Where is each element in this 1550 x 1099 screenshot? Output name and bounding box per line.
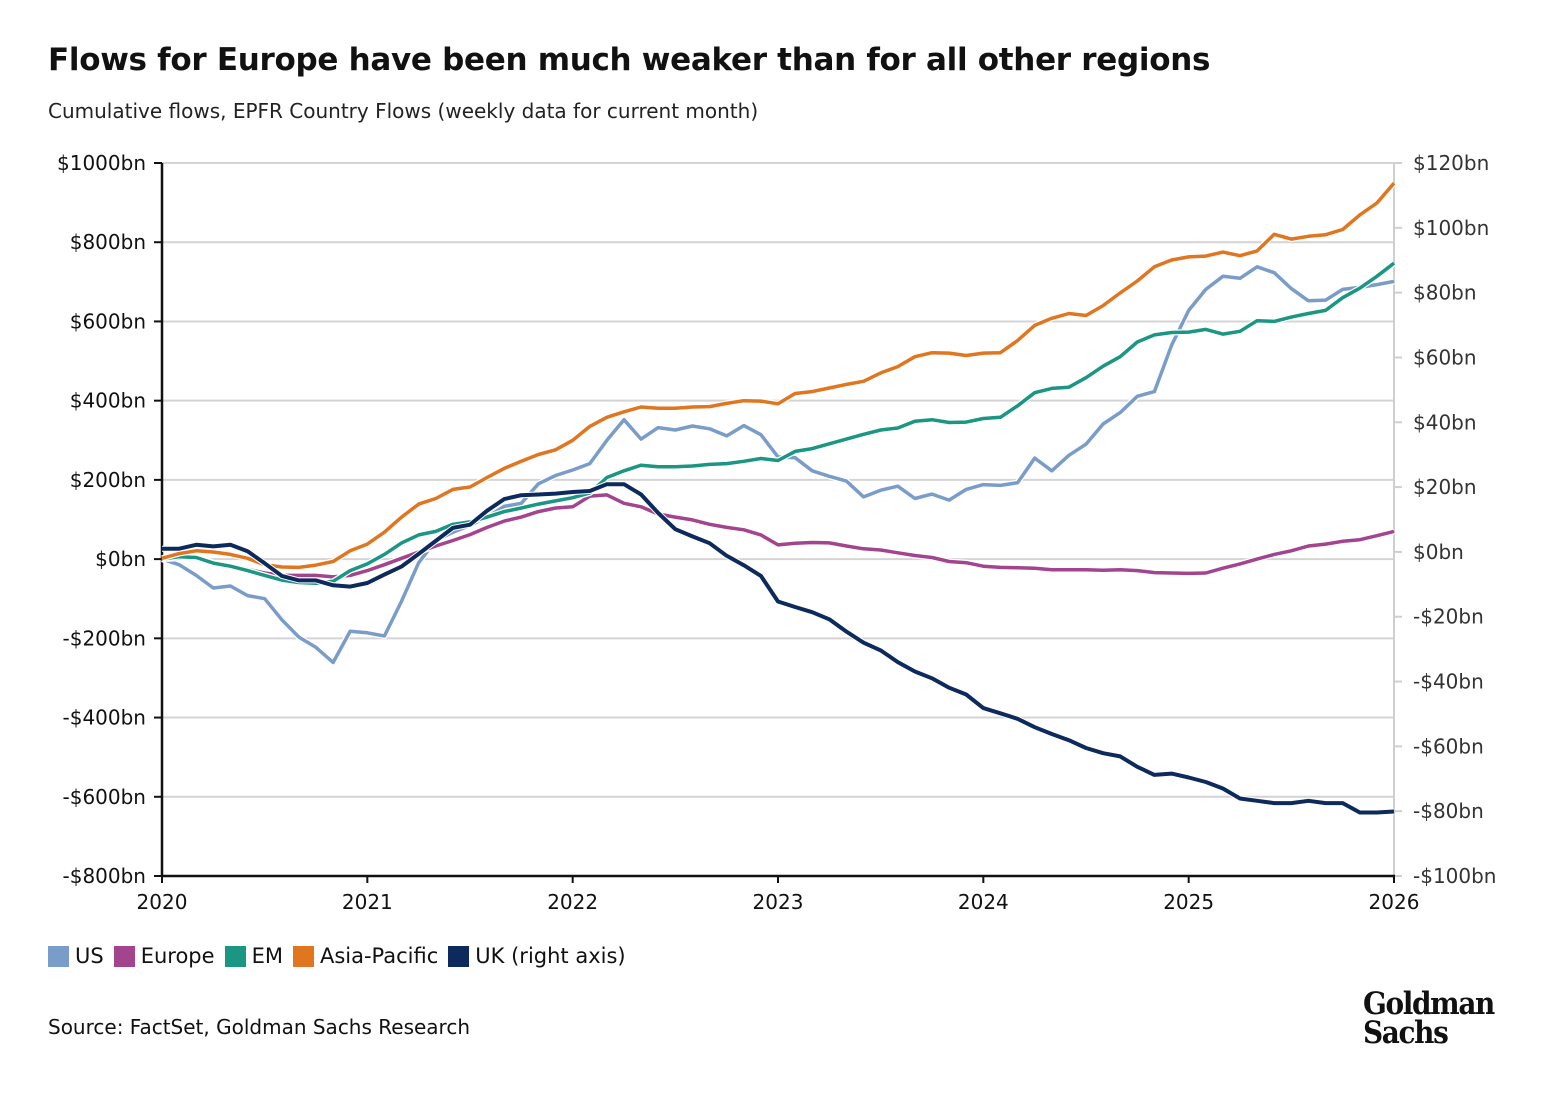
- legend-item-us: US: [48, 944, 104, 968]
- legend-swatch: [224, 945, 246, 967]
- legend-swatch: [292, 945, 314, 967]
- y-tick-label-right: -$80bn: [1413, 799, 1484, 823]
- legend-swatch: [113, 945, 135, 967]
- legend-item-uk: UK (right axis): [448, 944, 626, 968]
- y-tick-label-left: $200bn: [70, 468, 146, 492]
- legend: US Europe EM Asia-Pacific UK (right axis…: [48, 944, 636, 968]
- legend-item-em: EM: [224, 944, 283, 968]
- x-tick-label: 2026: [1369, 890, 1420, 914]
- source-note: Source: FactSet, Goldman Sachs Research: [48, 1015, 471, 1039]
- y-tick-label-left: $400bn: [70, 389, 146, 413]
- goldman-sachs-logo: Goldman Sachs: [1363, 986, 1495, 1051]
- gridlines: [162, 162, 1394, 798]
- logo-line-1: Goldman: [1363, 986, 1495, 1022]
- chart-subtitle: Cumulative flows, EPFR Country Flows (we…: [48, 99, 759, 123]
- x-tick-label: 2025: [1163, 890, 1214, 914]
- axes: [154, 162, 1402, 883]
- y-tick-label-right: $40bn: [1413, 410, 1477, 434]
- logo-line-2: Sachs: [1363, 1015, 1449, 1051]
- legend-label: UK (right axis): [475, 944, 626, 968]
- series-halo-uk-right-axis-: [162, 481, 1395, 816]
- y-tick-label-right: $80bn: [1413, 281, 1477, 305]
- y-tick-label-left: $1000bn: [57, 151, 146, 175]
- series-halo-europe: [161, 491, 1395, 580]
- legend-item-europe: Europe: [113, 944, 215, 968]
- legend-swatch: [48, 945, 69, 967]
- y-tick-label-right: -$60bn: [1413, 734, 1484, 758]
- y-tick-label-left: -$800bn: [63, 864, 147, 888]
- legend-label: Europe: [140, 944, 215, 968]
- y-tick-label-right: -$100bn: [1413, 864, 1497, 888]
- legend-swatch: [448, 945, 470, 967]
- y-tick-label-left: -$200bn: [63, 626, 147, 650]
- series-line-us: [161, 265, 1395, 665]
- y-tick-label-left: $0bn: [95, 547, 146, 571]
- series-line-asia-pacific: [161, 182, 1396, 570]
- legend-label: EM: [251, 944, 283, 968]
- x-tick-label: 2020: [137, 890, 188, 914]
- x-tick-label: 2021: [342, 890, 393, 914]
- y-tick-label-right: -$40bn: [1413, 670, 1484, 694]
- series-lines: [161, 181, 1397, 816]
- y-tick-label-right: $0bn: [1413, 540, 1464, 564]
- tick-labels: $1000bn $800bn $600bn $400bn $200bn $0bn -$200…: [57, 151, 1497, 914]
- series-halo-em: [161, 260, 1396, 587]
- y-tick-label-right: $100bn: [1413, 216, 1489, 240]
- y-tick-label-left: -$600bn: [63, 785, 147, 809]
- legend-label: Asia-Pacific: [319, 944, 439, 968]
- x-tick-label: 2024: [958, 890, 1009, 914]
- y-tick-label-left: $800bn: [70, 230, 146, 254]
- y-tick-label-left: $600bn: [70, 309, 146, 333]
- y-tick-label-right: $60bn: [1413, 345, 1477, 369]
- series-line-europe: [161, 493, 1395, 579]
- legend-label: US: [75, 944, 104, 968]
- y-tick-label-right: -$20bn: [1413, 605, 1484, 629]
- legend-item-asia-pacific: Asia-Pacific: [292, 944, 439, 968]
- y-tick-label-right: $120bn: [1413, 151, 1489, 175]
- x-tick-label: 2023: [753, 890, 804, 914]
- y-tick-label-left: -$400bn: [63, 706, 147, 730]
- series-line-em: [161, 261, 1396, 586]
- y-tick-label-right: $20bn: [1413, 475, 1477, 499]
- series-line-uk-right-axis-: [162, 482, 1395, 815]
- x-tick-label: 2022: [547, 890, 598, 914]
- series-halo-asia-pacific: [161, 181, 1397, 571]
- chart-title: Flows for Europe have been much weaker t…: [48, 42, 1211, 78]
